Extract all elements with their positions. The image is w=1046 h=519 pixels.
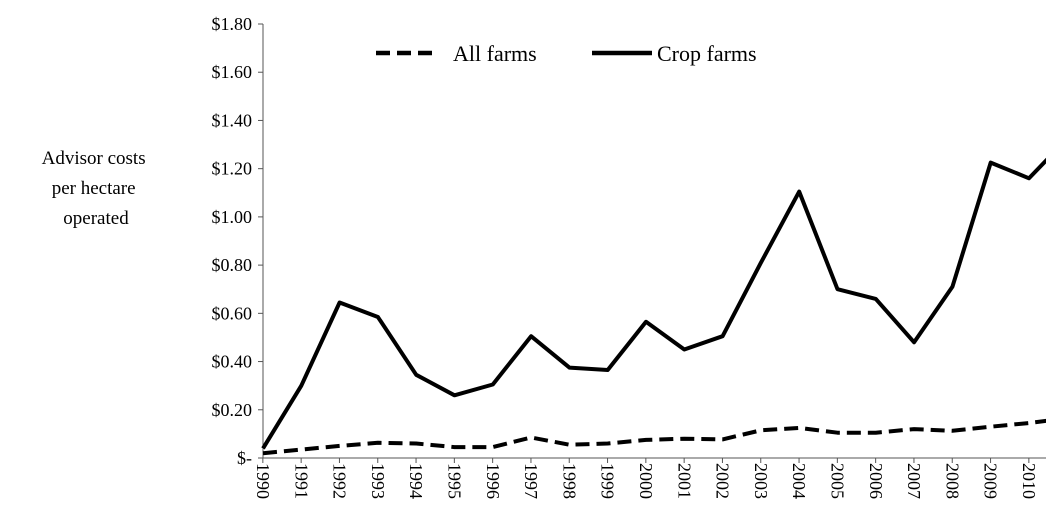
legend: All farms Crop farms — [376, 41, 757, 66]
x-tick-label: 2008 — [942, 463, 962, 499]
y-tick-label: $1.20 — [212, 159, 253, 179]
x-tick-label: 1996 — [483, 463, 503, 499]
x-tick-label: 1991 — [291, 463, 311, 499]
x-tick-label: 1997 — [521, 463, 541, 499]
x-tick-label: 1999 — [598, 463, 618, 499]
x-tick-label: 1993 — [368, 463, 388, 499]
x-tick-label: 2010 — [1019, 463, 1039, 499]
x-tick-label: 2006 — [866, 463, 886, 499]
y-tick-label: $1.80 — [212, 14, 253, 34]
x-tick-label: 2000 — [636, 463, 656, 499]
x-tick-label: 2007 — [904, 463, 924, 499]
y-axis-label-line-1: Advisor costs — [42, 148, 146, 169]
y-axis-label: Advisor costs per hectare operated — [42, 148, 151, 229]
x-tick-label: 1995 — [445, 463, 465, 499]
y-tick-label: $0.20 — [212, 400, 253, 420]
x-tick-label: 1998 — [559, 463, 579, 499]
y-axis-label-line-3: operated — [63, 208, 129, 229]
y-tick-label: $1.60 — [212, 62, 253, 82]
x-tick-label: 2004 — [789, 463, 809, 499]
x-tick-label: 1992 — [330, 463, 350, 499]
x-ticks: 1990 1991 1992 1993 1994 1995 1996 1997 1998 1999… — [253, 458, 1039, 499]
x-tick-label: 1994 — [406, 463, 426, 499]
y-tick-label: $- — [237, 448, 252, 468]
axes — [262, 24, 1046, 459]
series-line-crop-farms — [261, 157, 1046, 450]
y-tick-label: $0.40 — [212, 352, 253, 372]
y-tick-label: $0.60 — [212, 303, 253, 323]
series-lines — [261, 157, 1046, 456]
x-tick-label: 2002 — [713, 463, 733, 499]
y-tick-label: $1.40 — [212, 110, 253, 130]
x-tick-label: 2001 — [674, 463, 694, 499]
x-tick-label: 2009 — [981, 463, 1001, 499]
x-tick-label: 2003 — [751, 463, 771, 499]
x-tick-label: 2005 — [828, 463, 848, 499]
y-tick-label: $1.00 — [212, 207, 253, 227]
y-tick-label: $0.80 — [212, 255, 253, 275]
y-ticks: $- $0.20 $0.40 $0.60 $0.80 $1.00 $1.20 $1.40 $1.… — [212, 14, 263, 468]
series-line-all-farms — [262, 418, 1046, 456]
x-tick-label: 1990 — [253, 463, 273, 499]
legend-label-all-farms: All farms — [453, 41, 537, 66]
y-axis-label-line-2: per hectare — [52, 178, 136, 199]
legend-label-crop-farms: Crop farms — [657, 41, 757, 66]
